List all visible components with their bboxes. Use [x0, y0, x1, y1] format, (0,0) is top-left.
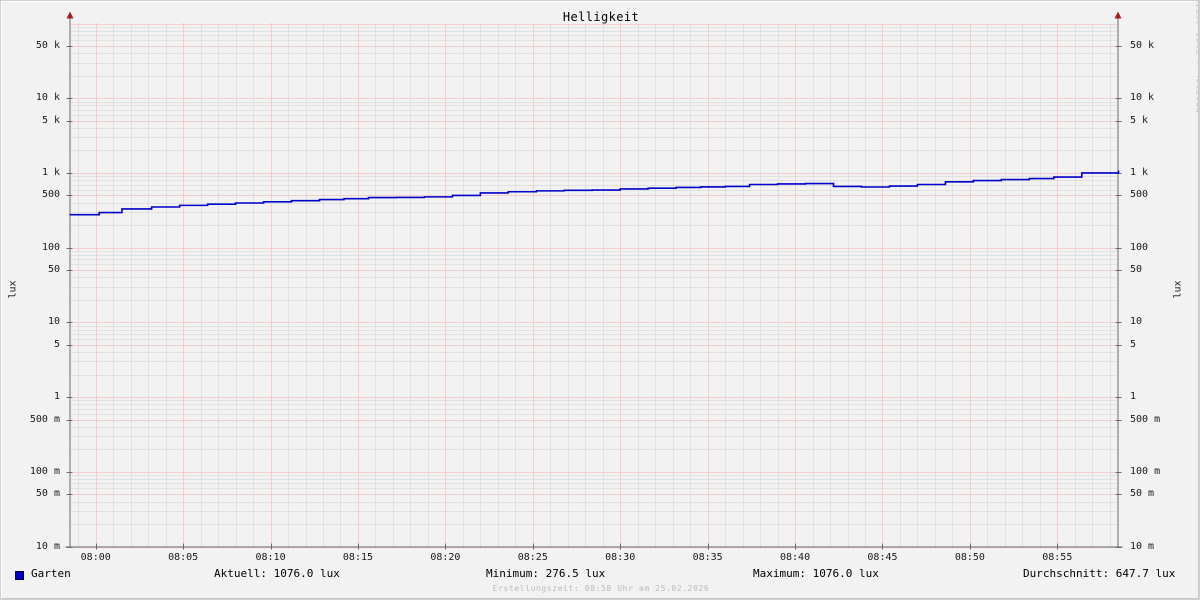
- x-tick-label: 08:35: [692, 551, 723, 563]
- y-tick-label-right: 100 m: [1130, 465, 1161, 477]
- y-tick-label-left: 500 m: [29, 413, 60, 425]
- x-tick-label: 08:55: [1042, 551, 1073, 563]
- x-tick-label: 08:40: [779, 551, 811, 563]
- y-tick-label-left: 50 k: [35, 39, 60, 51]
- y-tick-label-right: 10 m: [1130, 540, 1155, 552]
- y-tick-label-left: 500: [41, 189, 60, 201]
- y-tick-label-right: 10 k: [1130, 92, 1155, 104]
- x-tick-label: 08:10: [255, 551, 286, 563]
- y-tick-label-left: 50 m: [35, 488, 60, 500]
- x-tick-label: 08:15: [342, 551, 374, 563]
- legend: Garten Aktuell: 1076.0 lux Minimum: 276.…: [1, 567, 1199, 585]
- legend-swatch-garten: [15, 571, 24, 580]
- x-tick-label: 08:25: [517, 551, 548, 563]
- y-tick-label-left: 10 m: [35, 540, 60, 552]
- y-tick-label-right: 50 k: [1130, 39, 1155, 51]
- stat-average: Durchschnitt: 647.7 lux: [1023, 567, 1176, 580]
- y-tick-label-right: 10: [1130, 316, 1143, 328]
- y-tick-label-left: 1: [53, 391, 60, 403]
- x-tick-label: 08:20: [430, 551, 461, 563]
- y-tick-label-right: 1 k: [1130, 166, 1149, 178]
- y-tick-label-left: 10: [47, 316, 60, 328]
- rrdtool-watermark: RRDTOOL / TOBI OETIKER: [1195, 1, 1200, 113]
- y-tick-label-right: 1: [1130, 391, 1137, 403]
- y-axis-title-left: lux: [7, 280, 19, 299]
- y-tick-label-right: 100: [1130, 241, 1149, 253]
- chart-title: Helligkeit: [562, 10, 640, 24]
- data-series-garten: [69, 170, 1120, 216]
- creation-timestamp: Erstellungszeit: 08:58 Uhr am 25.02.2026: [492, 584, 710, 593]
- stat-minimum: Minimum: 276.5 lux: [486, 567, 606, 580]
- x-tick-label: 08:05: [168, 551, 199, 563]
- y-tick-label-right: 5 k: [1130, 114, 1149, 126]
- x-tick-label: 08:45: [867, 551, 898, 563]
- y-tick-label-left: 1 k: [41, 166, 60, 178]
- y-tick-label-left: 100 m: [29, 465, 60, 477]
- y-tick-label-left: 100: [41, 241, 60, 253]
- stat-maximum: Maximum: 1076.0 lux: [753, 567, 879, 580]
- y-tick-label-right: 500: [1130, 189, 1149, 201]
- y-tick-label-left: 10 k: [35, 92, 60, 104]
- y-tick-label-left: 5 k: [41, 114, 60, 126]
- axes: [65, 11, 1123, 550]
- y-tick-label-right: 50 m: [1130, 488, 1155, 500]
- y-axis-title-right: lux: [1172, 280, 1184, 299]
- y-tick-label-right: 50: [1130, 264, 1143, 276]
- y-tick-label-right: 5: [1130, 338, 1137, 350]
- x-tick-label: 08:00: [80, 551, 111, 563]
- x-tick-label: 08:50: [954, 551, 985, 563]
- y-tick-label-left: 5: [53, 338, 60, 350]
- legend-label-garten: Garten: [31, 567, 71, 580]
- stat-current: Aktuell: 1076.0 lux: [214, 567, 340, 580]
- minor-gridlines: [69, 23, 1119, 547]
- x-tick-label: 08:30: [605, 551, 636, 563]
- major-gridlines: [69, 23, 1119, 548]
- y-tick-label-left: 50: [47, 264, 60, 276]
- y-tick-label-right: 500 m: [1130, 413, 1161, 425]
